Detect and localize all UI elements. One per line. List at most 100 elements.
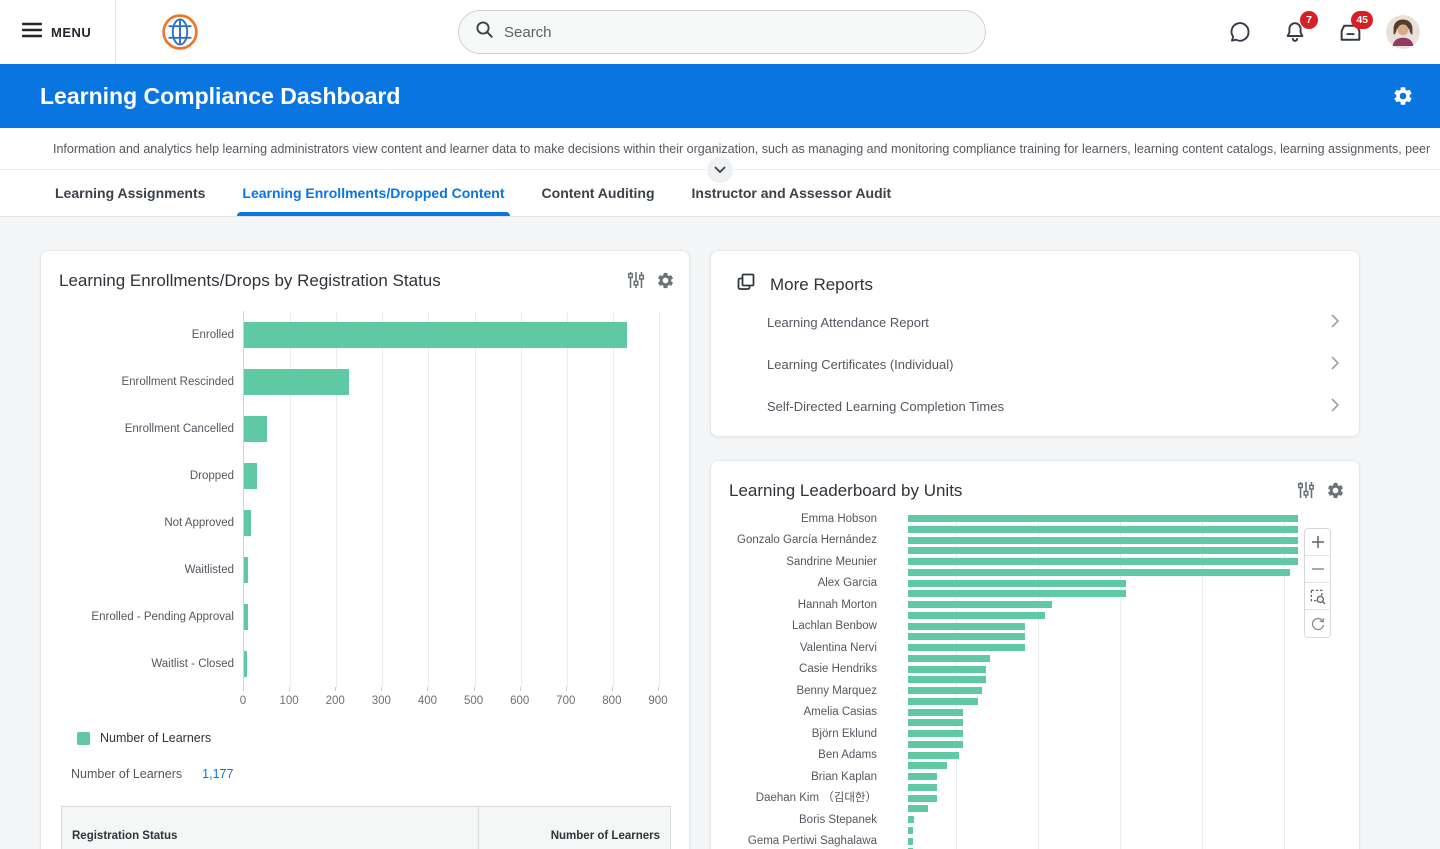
reset-zoom-button[interactable] <box>1305 610 1330 637</box>
total-learners-row: Number of Learners 1,177 <box>71 767 233 781</box>
profile-avatar[interactable] <box>1386 15 1420 49</box>
bar-bj-rn-eklund[interactable] <box>908 730 963 737</box>
report-link-self-directed-learning-completion-times[interactable]: Self-Directed Learning Completion Times <box>767 385 1340 427</box>
zoom-out-button[interactable] <box>1305 556 1330 583</box>
bar-enrolled-pending-approval[interactable] <box>244 603 249 630</box>
bar-row-27[interactable] <box>908 805 928 813</box>
leaderboard-card: Learning Leaderboard by Units Emma Hobso… <box>710 460 1360 849</box>
x-tick-label: 0 <box>239 695 247 707</box>
report-link-learning-certificates-individual[interactable]: Learning Certificates (Individual) <box>767 343 1340 385</box>
y-axis-label-enrollment-rescinded: Enrollment Rescinded <box>121 375 234 388</box>
chart-settings-button[interactable] <box>655 270 675 290</box>
page-header: Learning Compliance Dashboard <box>0 64 1440 128</box>
bar-row-13[interactable] <box>908 654 990 662</box>
bar-row-19[interactable] <box>908 719 963 727</box>
tab-instructor-and-assessor-audit[interactable]: Instructor and Assessor Audit <box>692 170 892 216</box>
more-reports-card: More Reports Learning Attendance Report L… <box>710 250 1360 437</box>
chat-button[interactable] <box>1221 13 1259 51</box>
chart-filter-button[interactable] <box>626 270 646 290</box>
tab-learning-enrollments-dropped-content[interactable]: Learning Enrollments/Dropped Content <box>237 170 510 216</box>
report-link-learning-attendance-report[interactable]: Learning Attendance Report <box>767 301 1340 343</box>
search-input[interactable] <box>504 23 969 41</box>
bar-enrollment-rescinded[interactable] <box>244 368 350 395</box>
dashboard-settings-button[interactable] <box>1392 85 1414 107</box>
reports-stack-icon <box>735 271 757 298</box>
bar-not-approved[interactable] <box>244 509 252 536</box>
y-axis-label-enrollment-cancelled: Enrollment Cancelled <box>124 422 234 435</box>
tab-bar: Learning Assignments Learning Enrollments… <box>0 170 1440 217</box>
company-logo[interactable] <box>160 12 200 52</box>
bar-row-15[interactable] <box>908 676 986 684</box>
chart-row-enrollment-cancelled <box>244 405 658 452</box>
chevron-right-icon <box>1331 397 1340 415</box>
bar-row-23[interactable] <box>908 762 947 770</box>
bar-enrolled[interactable] <box>244 321 627 348</box>
tick-mark <box>658 687 659 691</box>
bar-waitlisted[interactable] <box>244 556 249 583</box>
bar-row-11[interactable] <box>908 633 1025 641</box>
bar-row-1[interactable] <box>908 525 1298 533</box>
tab-label: Instructor and Assessor Audit <box>691 185 892 201</box>
bar-emma-hobson[interactable] <box>908 515 1298 522</box>
tick-mark <box>565 687 567 691</box>
y-axis-label-hannah-morton: Hannah Morton <box>797 598 877 611</box>
bar-row-21[interactable] <box>908 740 963 748</box>
x-tick-label: 500 <box>463 695 484 707</box>
bar-ben-adams[interactable] <box>908 751 959 759</box>
active-tab-indicator <box>237 212 510 216</box>
chart-filter-button[interactable] <box>1296 480 1316 500</box>
bar-row-7[interactable] <box>908 590 1127 598</box>
y-axis-label-bj-rn-eklund: Björn Eklund <box>811 727 877 740</box>
bar-benny-marquez[interactable] <box>908 687 983 694</box>
bar-brian-kaplan[interactable] <box>908 773 938 780</box>
tab-content-auditing[interactable]: Content Auditing <box>542 170 655 216</box>
column-header-number-of-learners[interactable]: Number of Learners <box>550 829 660 842</box>
bar-hannah-morton[interactable] <box>908 601 1053 608</box>
chart-row-enrolled <box>244 311 658 358</box>
box-zoom-button[interactable] <box>1305 583 1330 610</box>
tab-label: Learning Enrollments/Dropped Content <box>242 185 505 201</box>
bar-row-17[interactable] <box>908 697 979 705</box>
bar-dropped[interactable] <box>244 462 258 489</box>
expand-description-button[interactable] <box>707 157 733 183</box>
inbox-button[interactable]: 45 <box>1331 11 1373 51</box>
bar-amelia-casias[interactable] <box>908 708 963 716</box>
gridline <box>612 311 614 687</box>
card-title: Learning Enrollments/Drops by Registrati… <box>59 271 441 290</box>
tab-label: Content Auditing <box>541 185 655 201</box>
gridline <box>428 311 430 687</box>
bar-enrollment-cancelled[interactable] <box>244 415 268 442</box>
chart-settings-button[interactable] <box>1325 480 1345 500</box>
menu-button[interactable]: MENU <box>21 0 91 64</box>
bar-casie-hendriks[interactable] <box>908 665 986 673</box>
bar-row-29[interactable] <box>908 826 913 834</box>
chevron-right-icon <box>1331 313 1340 331</box>
page-title: Learning Compliance Dashboard <box>40 82 401 109</box>
notifications-button[interactable]: 7 <box>1276 11 1318 51</box>
tick-mark <box>289 687 291 691</box>
bar-valentina-nervi[interactable] <box>908 644 1025 651</box>
bar-row-9[interactable] <box>908 611 1045 619</box>
topbar-divider <box>115 0 116 64</box>
bar-gonzalo-garc-a-hern-ndez[interactable] <box>908 536 1298 544</box>
reg-chart-y-axis: Enrolled Enrollment Rescinded Enrollment C… <box>41 311 243 687</box>
bar-sandrine-meunier[interactable] <box>908 558 1298 565</box>
bar-row-5[interactable] <box>908 568 1291 576</box>
y-axis-label-amelia-casias: Amelia Casias <box>803 706 878 718</box>
zoom-in-button[interactable] <box>1305 529 1330 556</box>
bar-alex-garcia[interactable] <box>908 579 1127 587</box>
bar-boris-stepanek[interactable] <box>908 816 914 823</box>
bar-gema-pertiwi-saghalawa[interactable] <box>908 837 913 845</box>
column-header-registration-status[interactable]: Registration Status <box>62 807 479 849</box>
bar-lachlan-benbow[interactable] <box>908 622 1025 630</box>
gear-icon <box>657 272 673 288</box>
chart-legend[interactable]: Number of Learners <box>77 731 211 745</box>
total-value-link[interactable]: 1,177 <box>202 767 234 781</box>
bar-waitlist-closed[interactable] <box>244 650 247 677</box>
bar-daehan-kim[interactable] <box>908 794 938 802</box>
tab-learning-assignments[interactable]: Learning Assignments <box>55 170 205 216</box>
bar-row-25[interactable] <box>908 783 938 791</box>
bar-row-3[interactable] <box>908 547 1298 555</box>
sliders-icon <box>1297 482 1315 498</box>
global-search[interactable] <box>458 10 986 54</box>
